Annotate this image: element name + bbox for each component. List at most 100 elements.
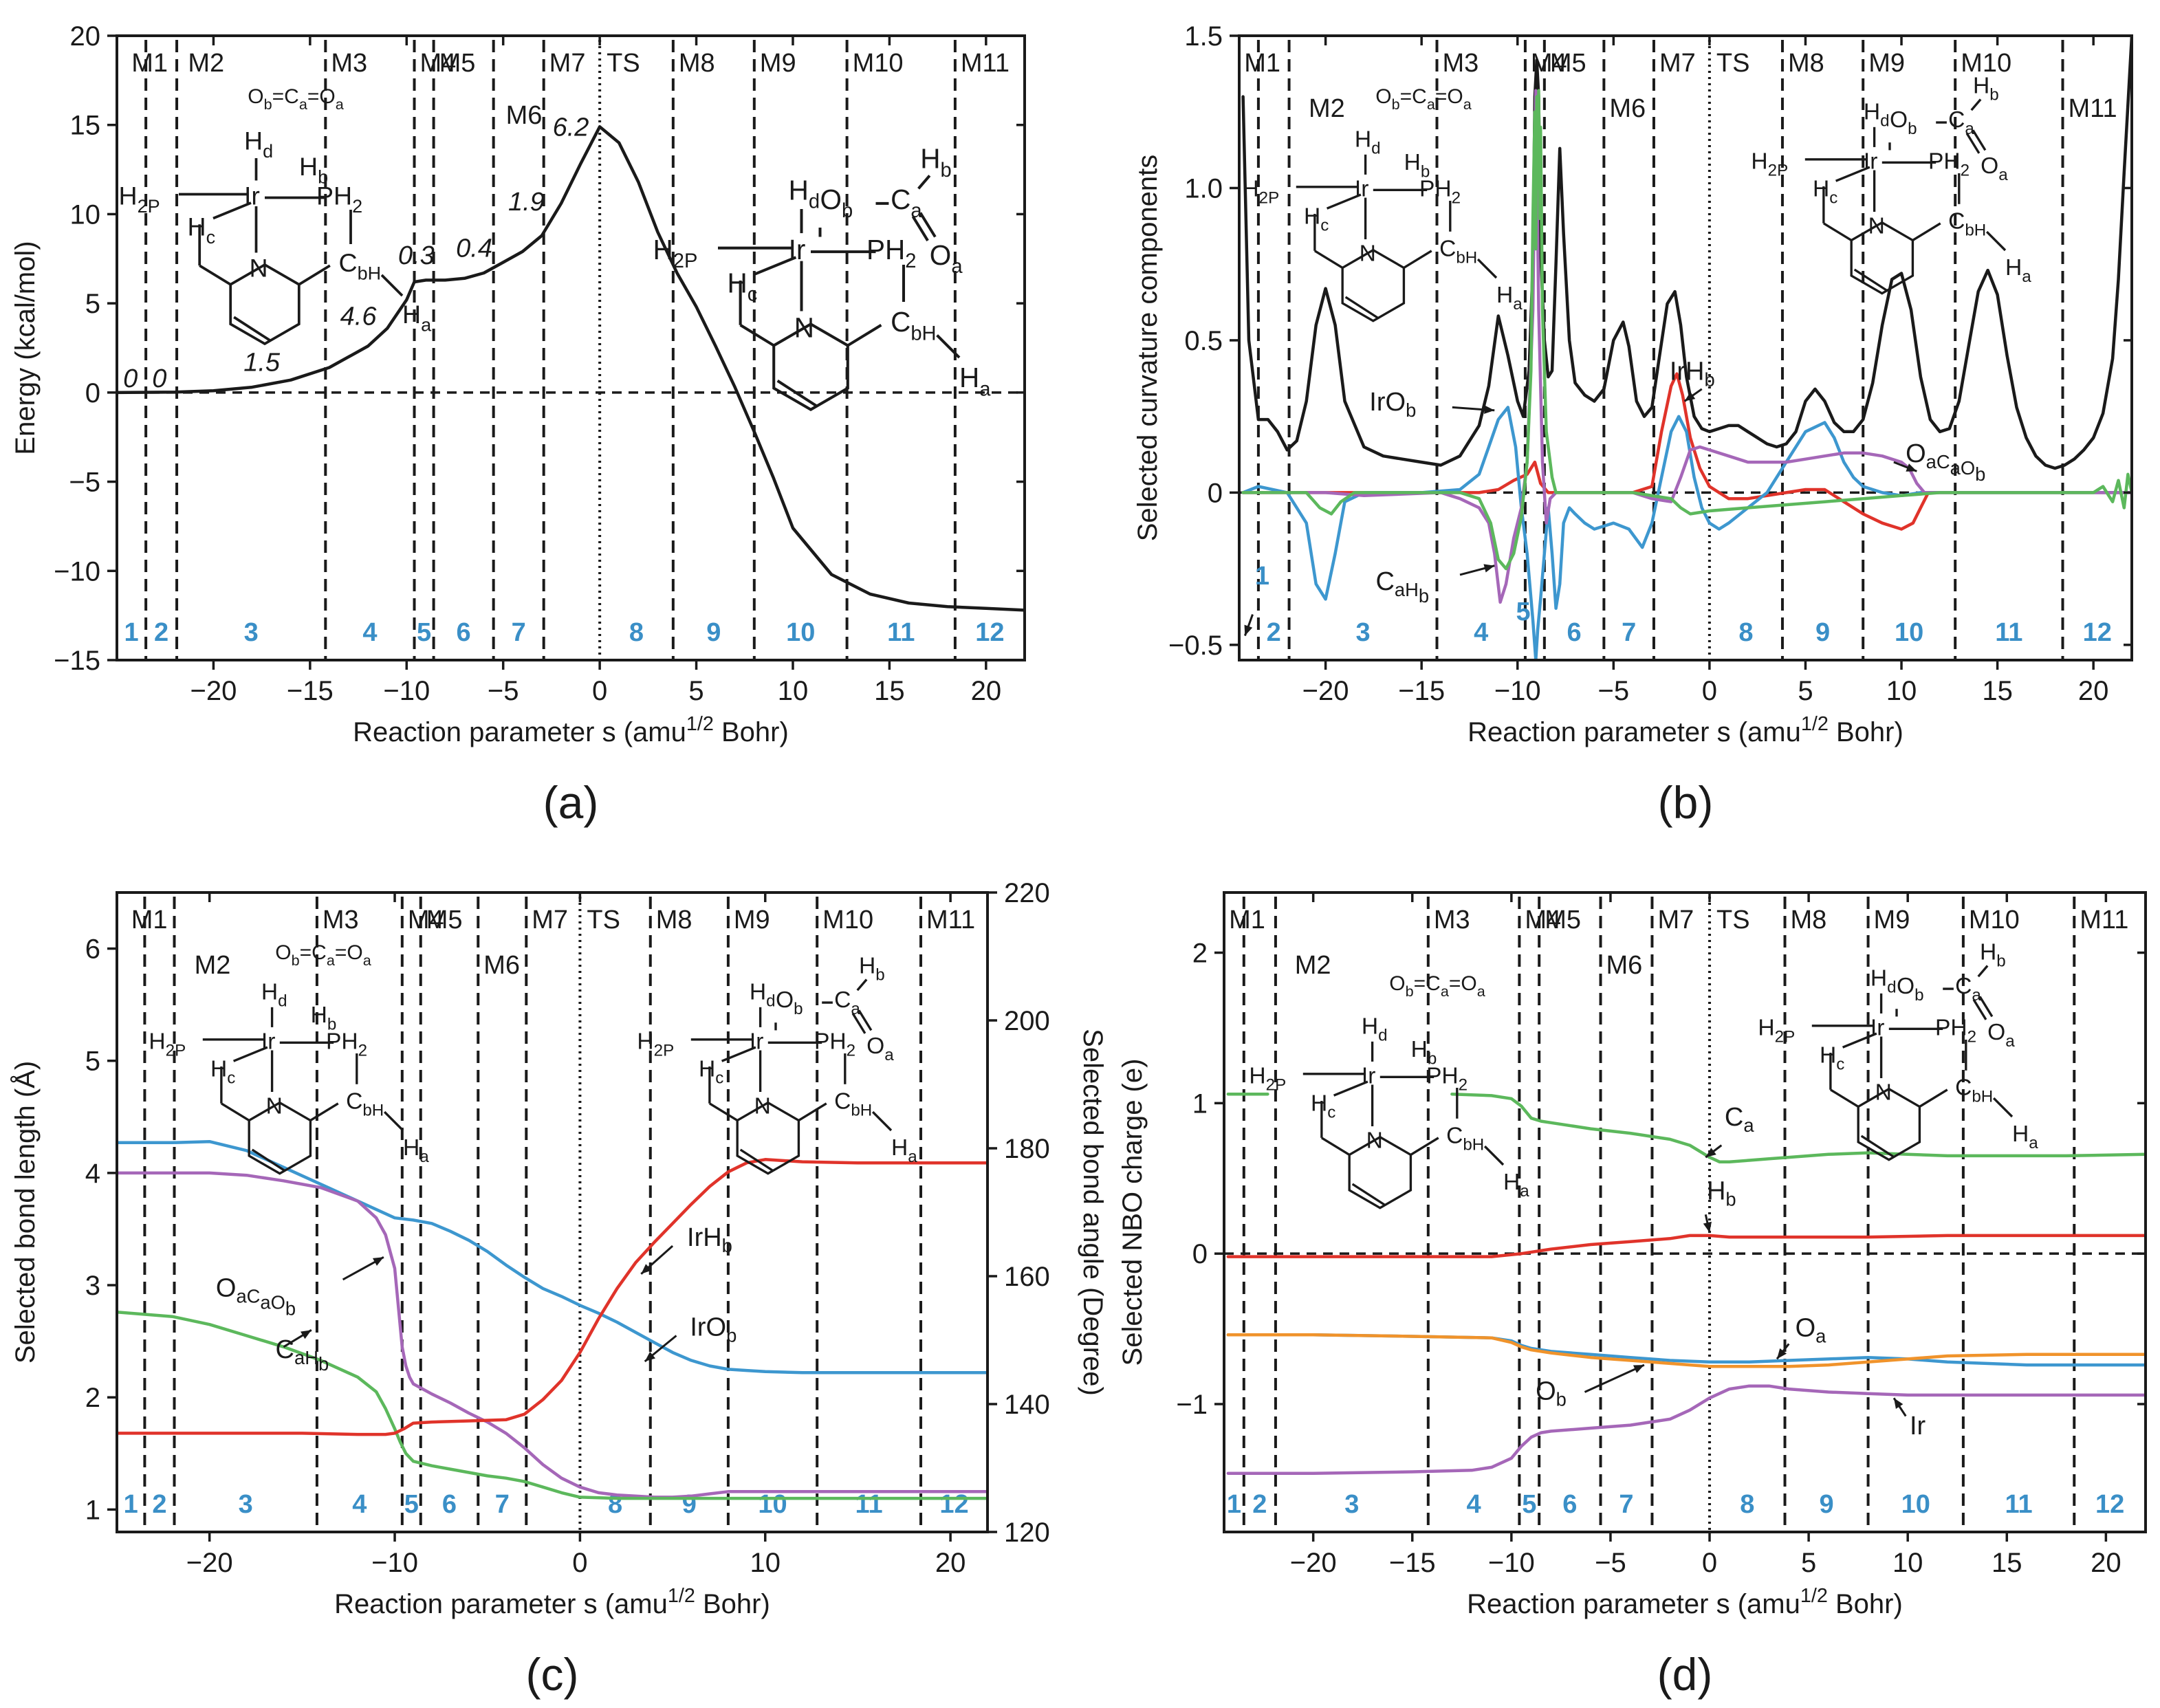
cb-ha-bond <box>1992 1097 2014 1118</box>
atom-label: N <box>1366 1128 1383 1153</box>
atom-label: Ha <box>1503 1170 1529 1201</box>
atom-label: Hb <box>311 1003 337 1033</box>
atom-label: Ir <box>1362 1063 1376 1088</box>
y-tick-label: 0 <box>1208 478 1223 508</box>
ir-hc-bond <box>754 256 797 276</box>
x-tick-label: −20 <box>1290 1548 1337 1578</box>
annotation-label: IrOb <box>690 1313 737 1346</box>
annotation-label: Hb <box>1707 1176 1736 1209</box>
reactant-structure: Hd Hb H2P Ir PH2 Hc N CbH Ha <box>1249 1014 1529 1209</box>
series-line-ir <box>1226 1384 2146 1475</box>
ir-hc-bond <box>1835 166 1870 182</box>
marker-label-m8: M8 <box>1788 49 1824 78</box>
segment-label-11: 11 <box>855 1490 883 1519</box>
atom-label: Hb <box>299 152 328 187</box>
ch2-arm <box>708 1102 739 1121</box>
segment-label-3: 3 <box>239 1490 253 1519</box>
marker-label-m3: M3 <box>323 906 359 934</box>
annotation-label: Ob <box>1536 1377 1567 1410</box>
segment-label-10: 10 <box>1901 1490 1930 1519</box>
series-line-c-ah-b <box>1241 89 2132 571</box>
atom-label: N <box>250 254 268 283</box>
ch2-arm <box>1829 1088 1859 1108</box>
y-tick-label: 4 <box>85 1159 100 1189</box>
atom-label: PH2 <box>316 182 362 217</box>
marker-label-m1: M1 <box>131 49 168 78</box>
y-tick-label: 6 <box>85 934 100 965</box>
atom-label: Ca <box>1948 107 1974 138</box>
marker-label-m8: M8 <box>679 49 715 78</box>
atom-label: Ob <box>776 987 803 1018</box>
atom-label: N <box>266 1093 283 1119</box>
marker-label-m3: M3 <box>331 49 367 78</box>
reactant-structure: Hd Hb H2P Ir PH2 Hc N CbH Ha <box>149 980 429 1175</box>
y-tick-label: 15 <box>70 111 101 141</box>
atom-label: N <box>754 1093 771 1119</box>
segment-label-1: 1 <box>124 618 138 647</box>
segment-label-8: 8 <box>1738 618 1753 647</box>
atom-label: PH2 <box>866 234 916 272</box>
marker-label-m8: M8 <box>656 906 692 934</box>
marker-label-m1: M1 <box>1229 906 1265 934</box>
atom-label: Oa <box>1981 153 2008 184</box>
atom-label: Ir <box>750 1029 764 1054</box>
segment-label-4: 4 <box>1467 1490 1481 1519</box>
atom-label: PH2 <box>1426 1063 1468 1094</box>
annotation-arrowhead <box>1633 1365 1644 1373</box>
y-tick-label: −1 <box>1176 1390 1208 1420</box>
atom-label: Oa <box>930 239 963 278</box>
ir-hc-bond <box>1842 1032 1877 1049</box>
series-group <box>1241 36 2132 660</box>
atom-label: Hb <box>1973 74 1999 105</box>
y2-tick-label: 200 <box>1004 1006 1050 1036</box>
atom-label: Ir <box>1355 176 1369 201</box>
boundary-lines <box>1256 40 2064 660</box>
annotation-label: OaCaOb <box>216 1273 296 1319</box>
atom-label: Hd <box>1355 127 1381 158</box>
atom-label: Hc <box>728 267 758 306</box>
ring-double-bond <box>1351 1183 1386 1206</box>
x-tick-label: 15 <box>874 676 905 706</box>
ca-hb-bond <box>1970 98 1982 111</box>
atom-label: Ob <box>1890 107 1917 138</box>
ca-oa-bond <box>919 212 937 238</box>
segment-label-12: 12 <box>939 1490 968 1519</box>
annotation-label: 0.4 <box>456 234 492 263</box>
cb-ha-bond <box>1483 1145 1505 1166</box>
atom-label: PH2 <box>814 1029 855 1060</box>
ch2-arm <box>1822 222 1853 241</box>
co2-label: Ob=Ca=Oa <box>275 941 371 969</box>
pyridine-ring <box>248 1101 312 1175</box>
marker-label-m5: M5 <box>426 906 463 934</box>
x-tick-label: −5 <box>1595 1548 1626 1578</box>
atom-label: H2P <box>1751 149 1788 179</box>
atom-label: N <box>794 311 814 343</box>
segment-label-10: 10 <box>786 618 815 647</box>
product-structure: Hd Ob CaHb H2P Ir PH2 Oa Hc N CbH Ha <box>1751 74 2031 295</box>
ch2-arm <box>1320 1137 1351 1156</box>
atom-label: Ob <box>820 184 853 222</box>
segment-label-7: 7 <box>1619 1490 1633 1519</box>
annotation-label: Ca <box>1725 1103 1754 1136</box>
series-group <box>1226 1092 2146 1475</box>
plot-frame <box>1238 34 2133 661</box>
marker-label-m9: M9 <box>1874 906 1910 934</box>
annotation-label: 1.5 <box>243 349 281 377</box>
segment-label-9: 9 <box>706 618 721 647</box>
annotation-label: IrOb <box>1369 388 1416 421</box>
annotation-label: IrHb <box>687 1223 732 1256</box>
series-line-c-ah-b <box>117 1310 988 1500</box>
atom-label: H2P <box>637 1029 674 1060</box>
atom-label: Ha <box>959 362 991 400</box>
segment-label-10: 10 <box>758 1490 787 1519</box>
annotation-label: CaHb <box>1375 567 1429 606</box>
marker-label-m6: M6 <box>506 101 543 130</box>
annotation-arrowhead <box>1703 1221 1712 1233</box>
x-tick-label: 15 <box>1992 1548 2022 1578</box>
plot-frame <box>116 34 1026 661</box>
y-axis-title: Selected curvature components <box>1133 155 1163 542</box>
atom-label: Ha <box>402 300 432 335</box>
cb-arm <box>1919 1088 1948 1108</box>
annotation-label: OaCaOb <box>1906 439 1985 485</box>
